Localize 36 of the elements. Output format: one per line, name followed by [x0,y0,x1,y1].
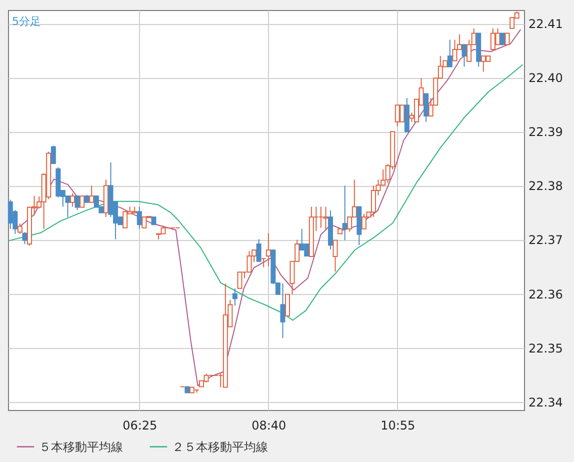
candlestick [266,232,271,267]
candlestick [332,240,338,272]
chart-title: 5分足 [12,15,41,28]
candlestick [256,238,262,262]
candlestick [17,223,22,234]
candlestick [285,294,290,316]
candlestick [462,44,467,68]
candlestick [80,195,85,208]
candlestick [237,272,242,289]
y-tick-label: 22.36 [528,287,563,302]
y-tick-label: 22.41 [528,17,563,32]
y-tick-label: 22.37 [528,233,563,248]
y-tick-label: 22.35 [528,341,563,356]
y-tick-label: 22.39 [528,125,563,140]
candlestick [504,32,510,46]
x-tick-label: 10:55 [380,418,416,432]
candlestick [342,185,348,241]
candlestick [500,32,505,46]
candlestick [232,288,238,306]
x-tick-label: 06:25 [122,418,158,432]
candlestick [74,195,80,210]
candlestick [89,185,94,203]
candlestick [50,145,56,164]
candlestick [22,232,28,245]
candlestick [70,192,75,208]
candlestick [136,206,142,230]
x-tick-label: 08:40 [252,418,286,432]
candlestick [323,206,328,230]
candlestick [447,39,452,68]
candlestick [424,93,429,122]
y-tick-label: 22.38 [528,179,563,194]
legend-label: ２５本移動平均線 [172,440,268,454]
y-tick-label: 22.34 [528,395,563,410]
line-series [8,64,524,321]
y-tick-label: 22.40 [528,71,563,86]
legend-label: ５本移動平均線 [39,440,123,454]
